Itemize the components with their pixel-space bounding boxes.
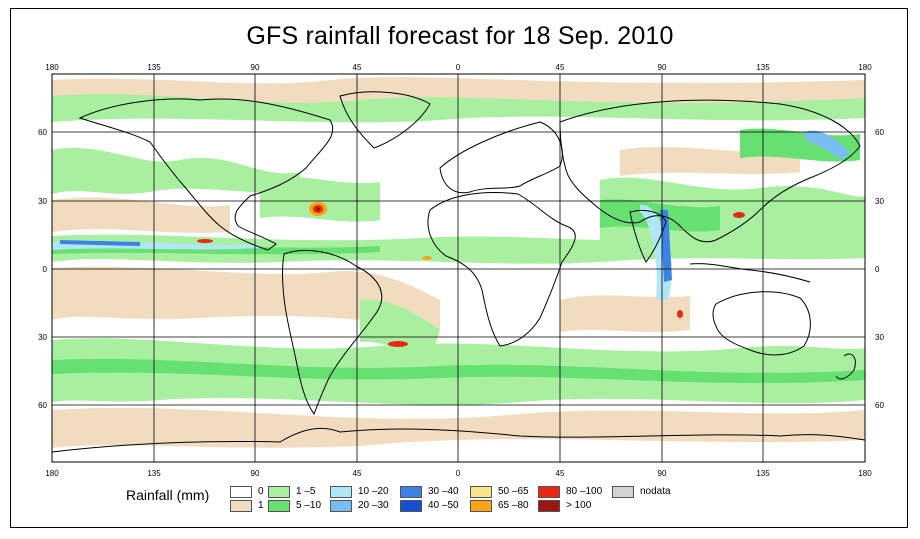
right-latitude-labels: 60 30 0 30 60 bbox=[875, 128, 884, 410]
top-tick: 180 bbox=[858, 63, 872, 72]
right-lat-tick: 60 bbox=[875, 401, 884, 410]
legend-swatch-4 bbox=[330, 486, 352, 498]
legend-swatch-12 bbox=[612, 486, 634, 498]
left-lat-tick: 0 bbox=[43, 265, 48, 274]
legend-label-11: > 100 bbox=[566, 500, 592, 511]
top-longitude-labels: 180 135 90 45 0 45 90 135 180 bbox=[45, 63, 872, 72]
bottom-tick: 180 bbox=[45, 469, 59, 478]
legend-swatch-8 bbox=[470, 486, 492, 498]
legend-swatch-0 bbox=[230, 486, 252, 498]
top-tick: 90 bbox=[251, 63, 260, 72]
figure-frame bbox=[10, 8, 908, 528]
bottom-tick: 90 bbox=[251, 469, 260, 478]
legend-label-7: 40 –50 bbox=[428, 500, 459, 511]
top-tick: 135 bbox=[147, 63, 161, 72]
legend-swatch-5 bbox=[330, 500, 352, 512]
top-tick: 45 bbox=[556, 63, 565, 72]
legend-swatch-9 bbox=[470, 500, 492, 512]
top-tick: 135 bbox=[756, 63, 770, 72]
left-lat-tick: 60 bbox=[38, 128, 47, 137]
legend-label-3: 5 –10 bbox=[296, 500, 322, 511]
legend-swatch-1 bbox=[230, 500, 252, 512]
legend-swatch-11 bbox=[538, 500, 560, 512]
bottom-tick: 135 bbox=[147, 469, 161, 478]
right-lat-tick: 60 bbox=[875, 128, 884, 137]
top-tick: 45 bbox=[353, 63, 362, 72]
right-lat-tick: 30 bbox=[875, 197, 884, 206]
graticule bbox=[52, 74, 865, 462]
bottom-tick: 90 bbox=[658, 469, 667, 478]
top-tick: 90 bbox=[658, 63, 667, 72]
left-latitude-labels: 60 30 0 30 60 bbox=[38, 128, 47, 410]
legend-swatch-3 bbox=[268, 500, 290, 512]
left-lat-tick: 30 bbox=[38, 197, 47, 206]
legend-label-0: 0 bbox=[258, 486, 264, 497]
left-lat-tick: 60 bbox=[38, 401, 47, 410]
legend-label-1: 1 bbox=[258, 500, 264, 511]
legend-label-2: 1 –5 bbox=[296, 486, 316, 497]
bottom-tick: 135 bbox=[756, 469, 770, 478]
bottom-longitude-labels: 180 135 90 45 0 45 90 135 180 bbox=[45, 469, 872, 478]
coastlines bbox=[52, 91, 865, 453]
legend-label-5: 20 –30 bbox=[358, 500, 389, 511]
legend-label-10: 80 –100 bbox=[566, 486, 603, 497]
legend-label-6: 30 –40 bbox=[428, 486, 459, 497]
right-lat-tick: 0 bbox=[875, 265, 880, 274]
bottom-tick: 0 bbox=[456, 469, 461, 478]
legend-label-12: nodata bbox=[640, 486, 671, 497]
legend-title: Rainfall (mm) bbox=[126, 487, 210, 503]
legend-swatch-7 bbox=[400, 500, 422, 512]
bottom-tick: 45 bbox=[353, 469, 362, 478]
legend-label-8: 50 –65 bbox=[498, 486, 529, 497]
legend-swatch-2 bbox=[268, 486, 290, 498]
right-lat-tick: 30 bbox=[875, 333, 884, 342]
bottom-tick: 45 bbox=[556, 469, 565, 478]
legend-label-9: 65 –80 bbox=[498, 500, 529, 511]
legend-label-4: 10 –20 bbox=[358, 486, 389, 497]
top-tick: 180 bbox=[45, 63, 59, 72]
top-tick: 0 bbox=[456, 63, 461, 72]
left-lat-tick: 30 bbox=[38, 333, 47, 342]
bottom-tick: 180 bbox=[858, 469, 872, 478]
map-title: GFS rainfall forecast for 18 Sep. 2010 bbox=[246, 22, 674, 50]
legend-swatch-6 bbox=[400, 486, 422, 498]
map-border bbox=[51, 73, 866, 463]
legend-swatch-10 bbox=[538, 486, 560, 498]
